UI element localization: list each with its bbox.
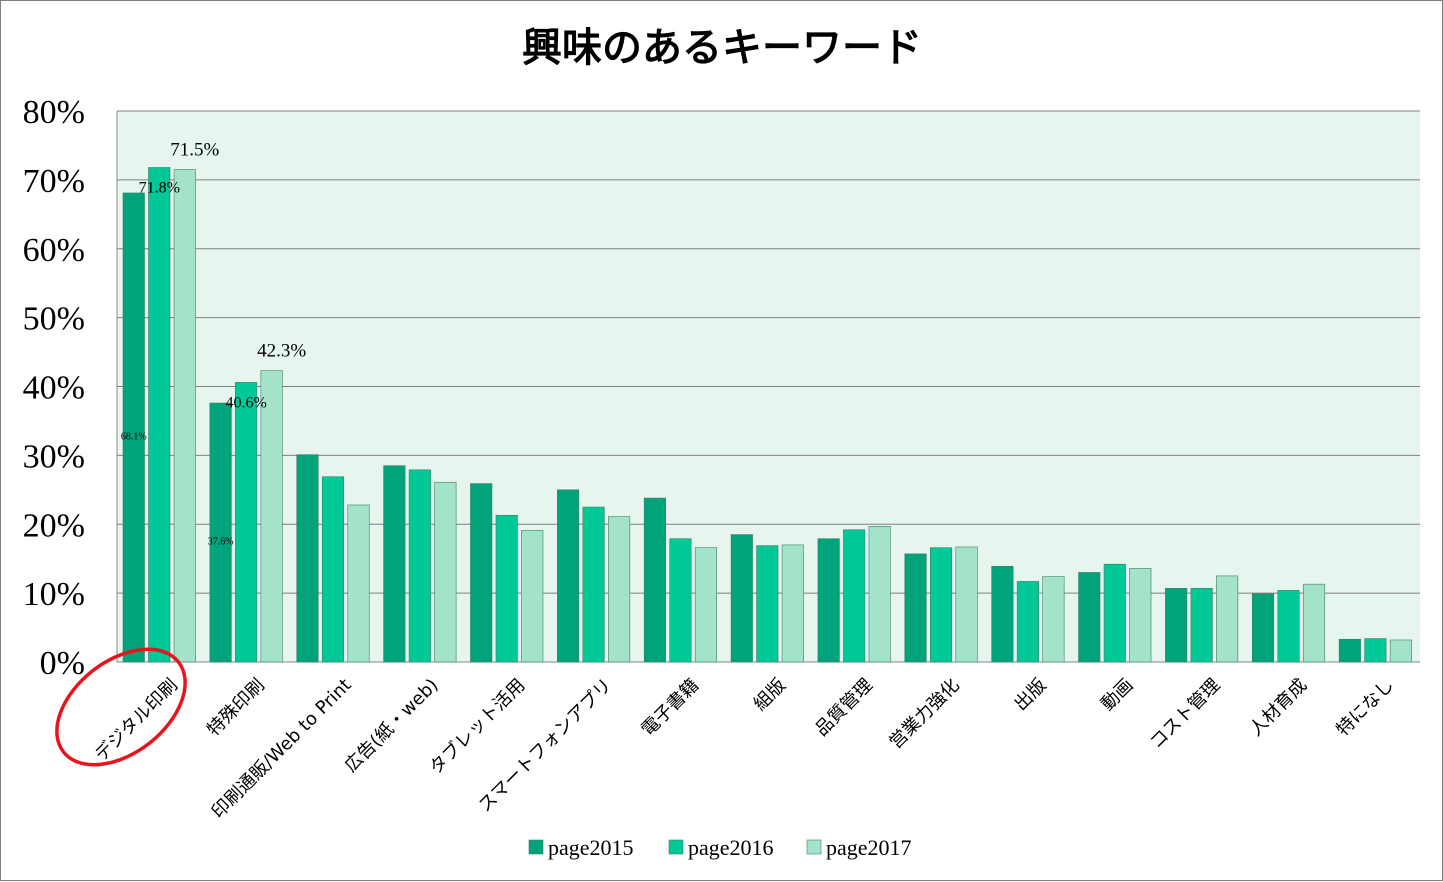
bar	[557, 489, 580, 663]
bar	[173, 169, 196, 663]
bar	[1190, 588, 1213, 663]
bar	[521, 530, 544, 663]
bar	[347, 504, 370, 663]
x-tick-label: 出版	[1010, 675, 1050, 715]
bar	[1129, 568, 1152, 663]
y-tick-label: 60%	[23, 232, 85, 269]
bar	[1277, 590, 1300, 663]
bar	[1251, 593, 1275, 663]
bar	[1338, 638, 1361, 663]
bar	[434, 481, 457, 663]
y-tick-label: 40%	[23, 370, 85, 407]
y-tick-label: 20%	[23, 507, 85, 544]
bar	[1389, 639, 1412, 663]
bar	[1078, 572, 1101, 663]
y-tick-label: 0%	[40, 645, 85, 682]
y-tick-label: 10%	[23, 576, 85, 613]
bar	[582, 506, 605, 663]
plot-area: 0%10%20%30%40%50%60%70%80%デジタル印刷 特殊印刷印刷通販…	[23, 94, 1420, 823]
legend-swatch	[806, 839, 822, 855]
bar	[756, 545, 779, 663]
legend-swatch	[668, 839, 684, 855]
bar	[1165, 588, 1188, 663]
x-tick-label: 人材育成	[1245, 675, 1311, 741]
bar	[1016, 581, 1039, 663]
bar	[817, 538, 840, 663]
bar	[730, 534, 753, 663]
data-label: 42.3%	[257, 341, 306, 362]
bar	[1302, 583, 1326, 663]
legend-swatch	[528, 839, 544, 855]
bar	[1364, 638, 1387, 663]
bar	[1103, 563, 1126, 663]
x-tick-label: 品質管理	[811, 675, 877, 741]
x-tick-label: 動画	[1097, 675, 1137, 715]
bar	[495, 514, 518, 663]
y-tick-label: 30%	[23, 438, 85, 475]
x-tick-label: 特になし	[1332, 675, 1398, 741]
y-tick-label: 50%	[23, 301, 85, 338]
bar	[868, 526, 891, 663]
bar	[608, 516, 631, 663]
bar	[669, 538, 692, 663]
x-tick-label: 営業力強化	[885, 675, 963, 753]
data-label: 68.1%	[121, 431, 147, 442]
bar	[1042, 576, 1065, 663]
x-tick-label: 特殊印刷	[203, 675, 269, 741]
bar	[694, 547, 718, 663]
bar	[843, 529, 866, 663]
data-label: 37.6%	[208, 537, 234, 548]
x-tick-label: 組版	[750, 675, 790, 715]
bar	[781, 544, 804, 663]
bar	[321, 476, 345, 663]
legend-label: page2015	[548, 835, 634, 860]
highlight-circle	[55, 647, 187, 767]
legend-label: page2016	[688, 835, 774, 860]
bar	[470, 483, 493, 663]
data-label: 40.6%	[225, 394, 266, 411]
bar	[148, 167, 171, 663]
legend: page2015 page2016 page2017	[528, 835, 912, 860]
bar	[260, 370, 283, 663]
y-tick-label: 80%	[23, 94, 85, 131]
bar	[955, 546, 978, 663]
bar	[408, 469, 431, 663]
bar	[383, 465, 406, 663]
legend-label: page2017	[826, 835, 912, 860]
bar	[296, 454, 319, 663]
x-tick-label: コスト管理	[1146, 675, 1224, 753]
bar	[643, 497, 667, 663]
x-tick-label: 電子書籍	[637, 675, 703, 741]
data-label: 71.8%	[139, 179, 180, 196]
bar	[122, 192, 145, 663]
bar	[1216, 575, 1239, 663]
bar	[991, 565, 1014, 663]
data-label: 71.5%	[170, 140, 219, 161]
bar	[904, 553, 927, 663]
bar	[235, 382, 258, 663]
bar	[929, 547, 953, 663]
chart-title: 興味のあるキーワード	[522, 25, 922, 71]
y-tick-label: 70%	[23, 163, 85, 200]
x-tick-label: 印刷通販/Web to Print	[208, 675, 356, 823]
bar	[209, 402, 232, 663]
